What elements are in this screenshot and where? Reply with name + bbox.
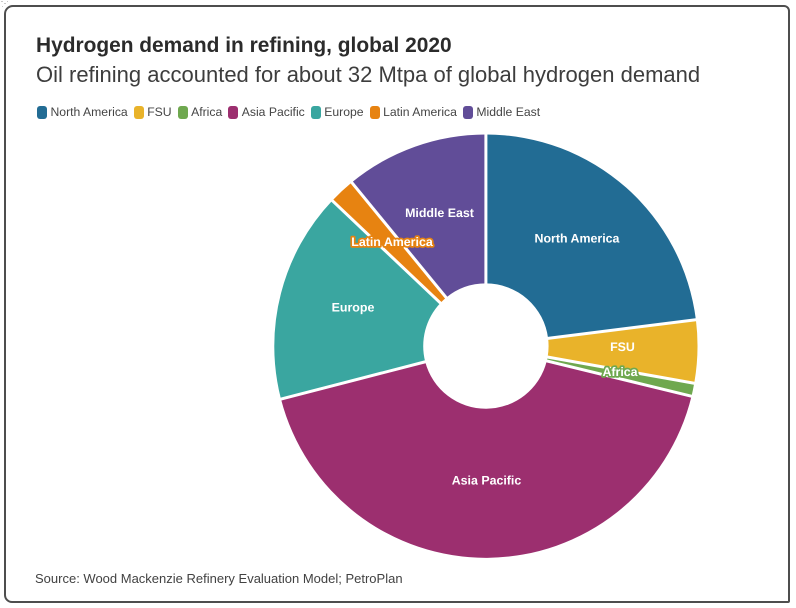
svg-text:North America: North America bbox=[535, 231, 620, 245]
svg-text:Asia Pacific: Asia Pacific bbox=[452, 473, 522, 487]
svg-text:Latin America: Latin America bbox=[351, 235, 433, 249]
svg-text:Middle East: Middle East bbox=[405, 206, 474, 220]
svg-text:Africa: Africa bbox=[602, 365, 637, 379]
svg-text:FSU: FSU bbox=[610, 340, 635, 354]
svg-text:Europe: Europe bbox=[332, 301, 375, 315]
